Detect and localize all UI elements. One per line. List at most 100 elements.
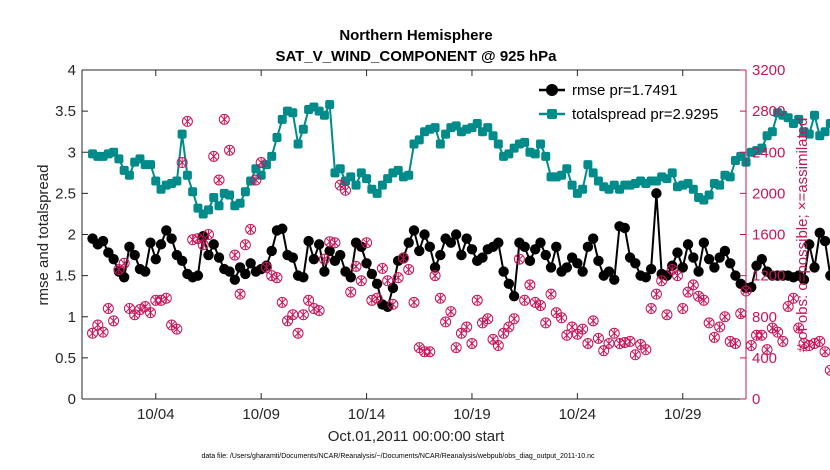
x-tick-label: 10/29 <box>664 406 702 423</box>
obs-possible-point <box>392 272 404 284</box>
obs-possible-point <box>503 321 515 333</box>
obs-possible-point <box>361 237 373 249</box>
y-left-tick-label: 1 <box>68 309 76 326</box>
obs-assimilated-point <box>178 158 186 168</box>
rmse-point <box>403 237 414 248</box>
obs-assimilated-point <box>805 341 813 351</box>
obs-possible-point <box>519 294 531 306</box>
rmse-point <box>651 188 662 199</box>
totalspread-point <box>114 154 124 164</box>
obs-possible-point <box>587 315 599 327</box>
obs-assimilated-point <box>352 261 360 271</box>
rmse-point <box>688 252 699 263</box>
rmse-point <box>825 270 830 281</box>
rmse-point <box>176 255 188 267</box>
obs-possible-point <box>556 312 568 324</box>
rmse-point <box>155 239 167 250</box>
obs-possible-point <box>471 294 483 306</box>
totalspread-point <box>209 192 219 202</box>
totalspread-point <box>562 164 572 174</box>
obs-possible-point <box>303 294 315 306</box>
obs-possible-point <box>87 327 99 339</box>
obs-possible-point <box>255 157 267 169</box>
obs-assimilated-point <box>436 293 445 303</box>
totalspread-point <box>794 114 804 124</box>
obs-possible-point <box>250 174 262 186</box>
rmse-point <box>429 262 441 273</box>
totalspread-point <box>203 205 213 215</box>
obs-possible-point <box>108 315 120 327</box>
rmse-point <box>345 272 356 283</box>
rmse-point <box>466 244 478 255</box>
obs-possible-point <box>592 332 604 344</box>
obs-assimilated-point <box>541 318 550 328</box>
y-axis-right-label: # of obs: o=possible; ×=assimilated <box>794 118 811 353</box>
obs-assimilated-point <box>752 330 761 340</box>
obs-assimilated-point <box>310 304 318 314</box>
rmse-point <box>798 274 810 285</box>
obs-assimilated-point <box>252 175 260 185</box>
obs-assimilated-point <box>626 336 634 346</box>
totalspread-point <box>151 176 161 186</box>
rmse-point <box>150 253 161 265</box>
legend: rmse pr=1.7491 totalspread pr=2.9295 <box>539 82 718 123</box>
rmse-point <box>493 237 504 248</box>
totalspread-point <box>810 110 820 120</box>
obs-assimilated-point <box>399 253 408 263</box>
rmse-point <box>582 241 594 253</box>
obs-assimilated-point <box>779 336 787 346</box>
obs-assimilated-point <box>426 347 434 357</box>
obs-assimilated-point <box>821 347 829 357</box>
rmse-point <box>435 249 446 261</box>
obs-possible-point <box>145 307 157 319</box>
rmse-point <box>587 233 599 244</box>
rmse-point <box>756 253 768 265</box>
obs-assimilated-point <box>789 293 798 303</box>
obs-assimilated-point <box>115 264 123 274</box>
y-left-tick-label: 3.5 <box>55 103 76 120</box>
obs-assimilated-point <box>462 322 471 332</box>
rmse-point <box>682 239 694 250</box>
rmse-point <box>719 245 731 257</box>
rmse-point <box>456 249 467 261</box>
obs-possible-point <box>450 342 462 354</box>
obs-possible-point <box>492 340 504 352</box>
obs-assimilated-point <box>652 289 661 299</box>
obs-possible-point <box>703 317 715 329</box>
rmse-point <box>450 229 462 240</box>
obs-assimilated-point <box>357 276 366 286</box>
obs-possible-point <box>682 286 694 298</box>
obs-possible-point <box>708 331 720 343</box>
rmse-point <box>203 249 214 261</box>
obs-possible-point <box>440 316 452 328</box>
obs-possible-point <box>224 144 236 156</box>
y-left-tick-label: 3 <box>68 144 76 161</box>
totalspread-point <box>293 139 303 149</box>
obs-possible-point <box>276 296 288 308</box>
obs-assimilated-point <box>647 304 655 314</box>
rmse-point <box>672 247 683 258</box>
totalspread-point <box>124 170 134 180</box>
rmse-point <box>424 241 436 253</box>
obs-assimilated-point <box>631 350 640 360</box>
totalspread-point <box>825 118 830 128</box>
obs-assimilated-point <box>726 336 734 346</box>
chart-subtitle: SAT_V_WIND_COMPONENT @ 925 hPa <box>275 48 557 65</box>
obs-assimilated-point <box>663 310 671 320</box>
totalspread-point <box>267 151 277 161</box>
obs-assimilated-point <box>468 338 476 348</box>
obs-assimilated-point <box>267 271 276 281</box>
obs-possible-point <box>350 260 362 272</box>
obs-possible-point <box>403 263 415 275</box>
obs-assimilated-point <box>262 262 271 272</box>
totalspread-point <box>520 137 530 147</box>
obs-assimilated-point <box>341 185 350 195</box>
totalspread-point <box>530 149 540 159</box>
obs-assimilated-point <box>536 300 545 310</box>
obs-possible-point <box>339 184 351 196</box>
obs-assimilated-point <box>684 287 692 297</box>
obs-assimilated-point <box>689 280 698 290</box>
totalspread-point <box>541 151 551 161</box>
totalspread-point <box>277 114 287 124</box>
